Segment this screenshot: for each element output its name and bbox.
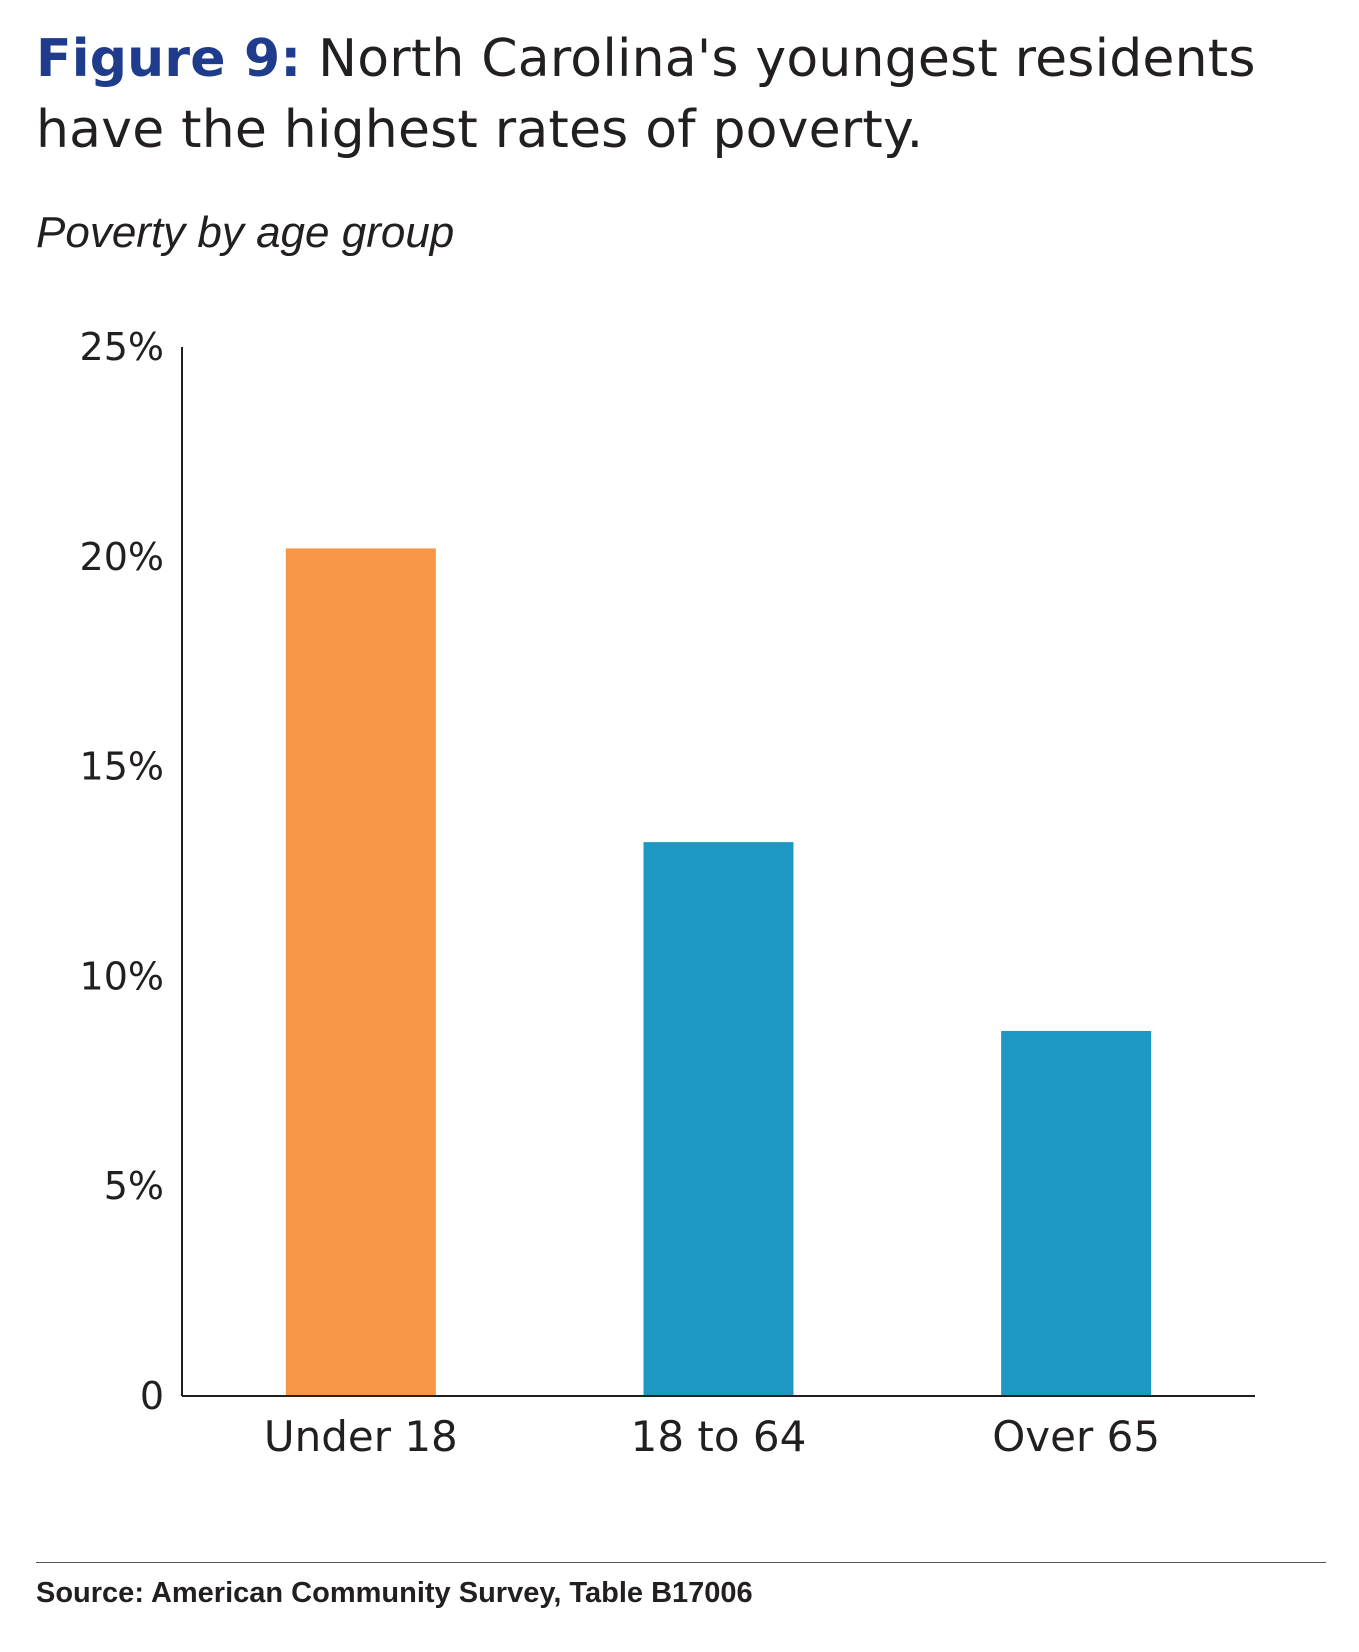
figure-title-text: North Carolina's youngest residents have… (36, 29, 1256, 160)
y-tick-label: 25% (80, 325, 164, 369)
chart-title: Figure 9: North Carolina's youngest resi… (36, 24, 1326, 166)
x-tick-label: 18 to 64 (631, 1412, 807, 1461)
x-tick-label: Over 65 (992, 1412, 1160, 1461)
bar-chart: Under 18 18 to 64 Over 65 0 5% 10% 15% 20% 25% (80, 325, 1255, 1461)
chart-subtitle: Poverty by age group (36, 208, 455, 257)
source-note: Source: American Community Survey, Table… (36, 1577, 753, 1609)
y-tick-label: 5% (104, 1164, 164, 1208)
y-tick-label: 15% (80, 745, 164, 789)
y-tick-label: 20% (80, 535, 164, 579)
source-divider (36, 1562, 1326, 1563)
figure-label: Figure 9: (36, 29, 302, 89)
x-tick-label: Under 18 (264, 1412, 458, 1461)
y-tick-label: 0 (140, 1374, 164, 1418)
bar-over-65 (1001, 1030, 1152, 1396)
y-tick-label: 10% (80, 954, 164, 998)
bar-18-to-64 (643, 842, 794, 1396)
bar-under-18 (285, 548, 436, 1396)
